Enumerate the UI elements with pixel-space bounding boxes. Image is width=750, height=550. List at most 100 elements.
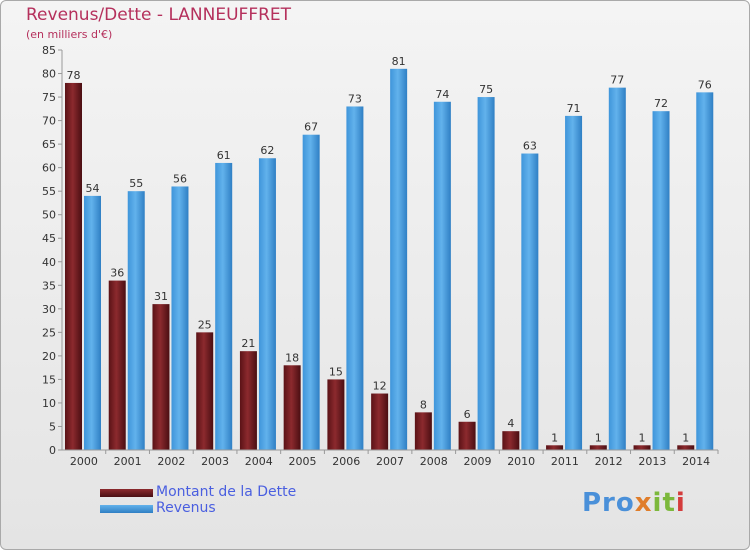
data-label-debt: 15 [329,365,343,378]
data-label-debt: 1 [682,431,689,444]
data-label-debt: 78 [67,69,81,82]
bar-revenue [258,158,276,450]
y-tick-label: 65 [42,138,56,151]
bar-revenue [127,191,145,451]
bar-revenue [652,111,670,451]
y-tick-label: 50 [42,209,56,222]
data-label-revenue: 63 [523,140,537,153]
x-tick-label: 2010 [507,455,535,468]
y-tick-label: 45 [42,232,56,245]
data-label-debt: 36 [110,267,124,280]
bar-debt [327,379,345,450]
bar-debt [283,365,301,450]
data-label-revenue: 61 [217,149,231,162]
data-label-debt: 18 [285,351,299,364]
bar-debt [196,332,214,450]
y-tick-label: 40 [42,256,56,269]
data-label-debt: 6 [464,408,471,421]
x-tick-label: 2013 [638,455,666,468]
x-tick-label: 2001 [114,455,142,468]
bar-debt [108,280,126,450]
data-label-revenue: 72 [654,97,668,110]
data-label-debt: 25 [198,318,212,331]
data-label-debt: 8 [420,398,427,411]
y-tick-label: 30 [42,303,56,316]
bar-revenue [302,134,320,451]
y-axis: 0 5 10 15 20 25 30 35 40 45 50 55 60 65 70 75 80 85 [42,44,63,457]
y-tick-label: 75 [42,91,56,104]
x-tick-label: 2008 [420,455,448,468]
data-label-revenue: 54 [86,182,100,195]
legend-swatch-debt [100,489,153,497]
data-label-revenue: 62 [260,144,274,157]
y-tick-label: 25 [42,326,56,339]
bar-revenue [433,101,451,450]
bar-revenue [84,195,101,450]
data-label-debt: 1 [595,431,602,444]
bar-revenue [696,92,714,451]
bar-debt [414,412,432,450]
bar-debt [65,82,82,451]
bar-debt [371,393,389,450]
data-label-debt: 4 [507,417,514,430]
data-label-debt: 1 [639,431,646,444]
y-tick-label: 70 [42,115,56,128]
data-label-revenue: 55 [129,177,143,190]
data-label-revenue: 81 [392,55,406,68]
x-tick-label: 2005 [289,455,317,468]
y-tick-label: 10 [42,397,56,410]
data-label-debt: 12 [373,380,387,393]
data-label-revenue: 77 [610,74,624,87]
y-tick-label: 85 [42,44,56,57]
data-label-revenue: 76 [698,78,712,91]
y-tick-label: 0 [49,444,56,457]
chart-title: Revenus/Dette - LANNEUFFRET [26,5,292,25]
data-label-revenue: 56 [173,172,187,185]
legend-swatch-revenue [100,505,153,513]
x-tick-label: 2004 [245,455,273,468]
bar-debt [152,304,170,450]
data-label-revenue: 74 [435,88,449,101]
bars: 78 54 36 55 31 56 25 61 21 62 18 67 15 73 12 81 8 74 6 75 4 6… [65,55,714,451]
y-tick-label: 55 [42,185,56,198]
bar-debt [458,421,476,450]
data-label-revenue: 73 [348,92,362,105]
data-label-debt: 21 [241,337,255,350]
bar-revenue [171,186,189,450]
y-tick-label: 20 [42,350,56,363]
legend-label-revenue: Revenus [156,500,216,516]
bar-revenue [346,106,364,451]
x-tick-label: 2006 [332,455,360,468]
bar-revenue [390,68,408,450]
x-tick-label: 2007 [376,455,404,468]
x-tick-label: 2012 [595,455,623,468]
chart-subtitle: (en milliers d'€) [26,28,113,41]
bar-revenue [608,87,626,450]
proxiti-logo: Proxiti [582,488,686,518]
bar-revenue [215,162,233,451]
y-tick-label: 80 [42,68,56,81]
x-tick-label: 2014 [682,455,710,468]
bar-debt [677,445,695,450]
y-tick-label: 5 [49,420,56,433]
x-tick-label: 2009 [463,455,491,468]
bar-debt [546,445,564,450]
x-axis: 2000 2001 2002 2003 2004 2005 2006 2007 2008 2009… [62,449,719,468]
x-tick-label: 2002 [157,455,185,468]
data-label-revenue: 75 [479,83,493,96]
bar-debt [633,445,651,450]
data-label-revenue: 67 [304,121,318,134]
bar-debt [589,445,607,450]
x-tick-label: 2000 [70,455,98,468]
data-label-debt: 1 [551,431,558,444]
x-tick-label: 2003 [201,455,229,468]
y-tick-label: 15 [42,373,56,386]
bar-revenue [565,115,583,450]
bar-debt [502,431,520,450]
y-tick-label: 60 [42,162,56,175]
bar-revenue [477,97,495,450]
data-label-debt: 31 [154,290,168,303]
legend-label-debt: Montant de la Dette [156,484,297,500]
x-tick-label: 2011 [551,455,579,468]
